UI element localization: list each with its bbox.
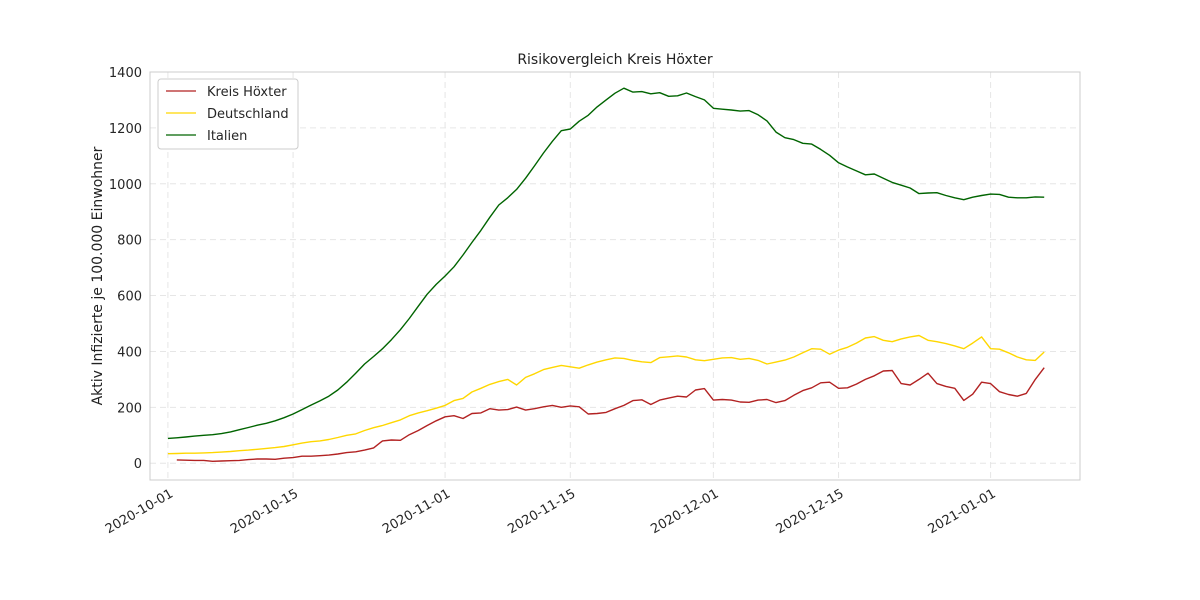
legend: Kreis Höxter Deutschland Italien [158, 79, 298, 149]
y-tick-label: 1400 [109, 66, 142, 81]
chart-title: Risikovergleich Kreis Höxter [517, 52, 713, 68]
y-tick-label: 0 [134, 457, 142, 472]
y-tick-label: 600 [117, 290, 142, 305]
legend-label-kreis-hoexter: Kreis Höxter [207, 85, 287, 100]
y-tick-label: 1000 [109, 178, 142, 193]
legend-label-deutschland: Deutschland [207, 107, 289, 122]
y-tick-label: 1200 [109, 122, 142, 137]
y-tick-label: 200 [117, 401, 142, 416]
y-tick-label: 800 [117, 234, 142, 249]
y-axis-label: Aktiv Infizierte je 100.000 Einwohner [90, 146, 106, 405]
y-tick-label: 400 [117, 345, 142, 360]
legend-label-italien: Italien [207, 129, 247, 144]
